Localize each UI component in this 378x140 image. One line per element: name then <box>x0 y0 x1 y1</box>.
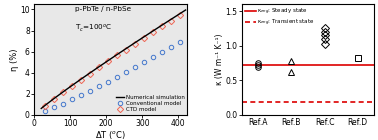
Text: T$_c$=100$^o$C: T$_c$=100$^o$C <box>76 23 113 34</box>
Text: p-PbTe / n-PbSe: p-PbTe / n-PbSe <box>76 6 132 12</box>
Legend: κ$_{eng}$: Steady state, κ$_{eng}$: Transient state: κ$_{eng}$: Steady state, κ$_{eng}$: Tran… <box>245 7 315 28</box>
Y-axis label: κ (W m⁻¹ K⁻¹): κ (W m⁻¹ K⁻¹) <box>215 34 224 85</box>
Legend: Numerical simulation, Conventional model, CTD model: Numerical simulation, Conventional model… <box>116 95 184 112</box>
X-axis label: ΔT ($^o$C): ΔT ($^o$C) <box>95 129 126 140</box>
Y-axis label: η (%): η (%) <box>10 48 19 71</box>
